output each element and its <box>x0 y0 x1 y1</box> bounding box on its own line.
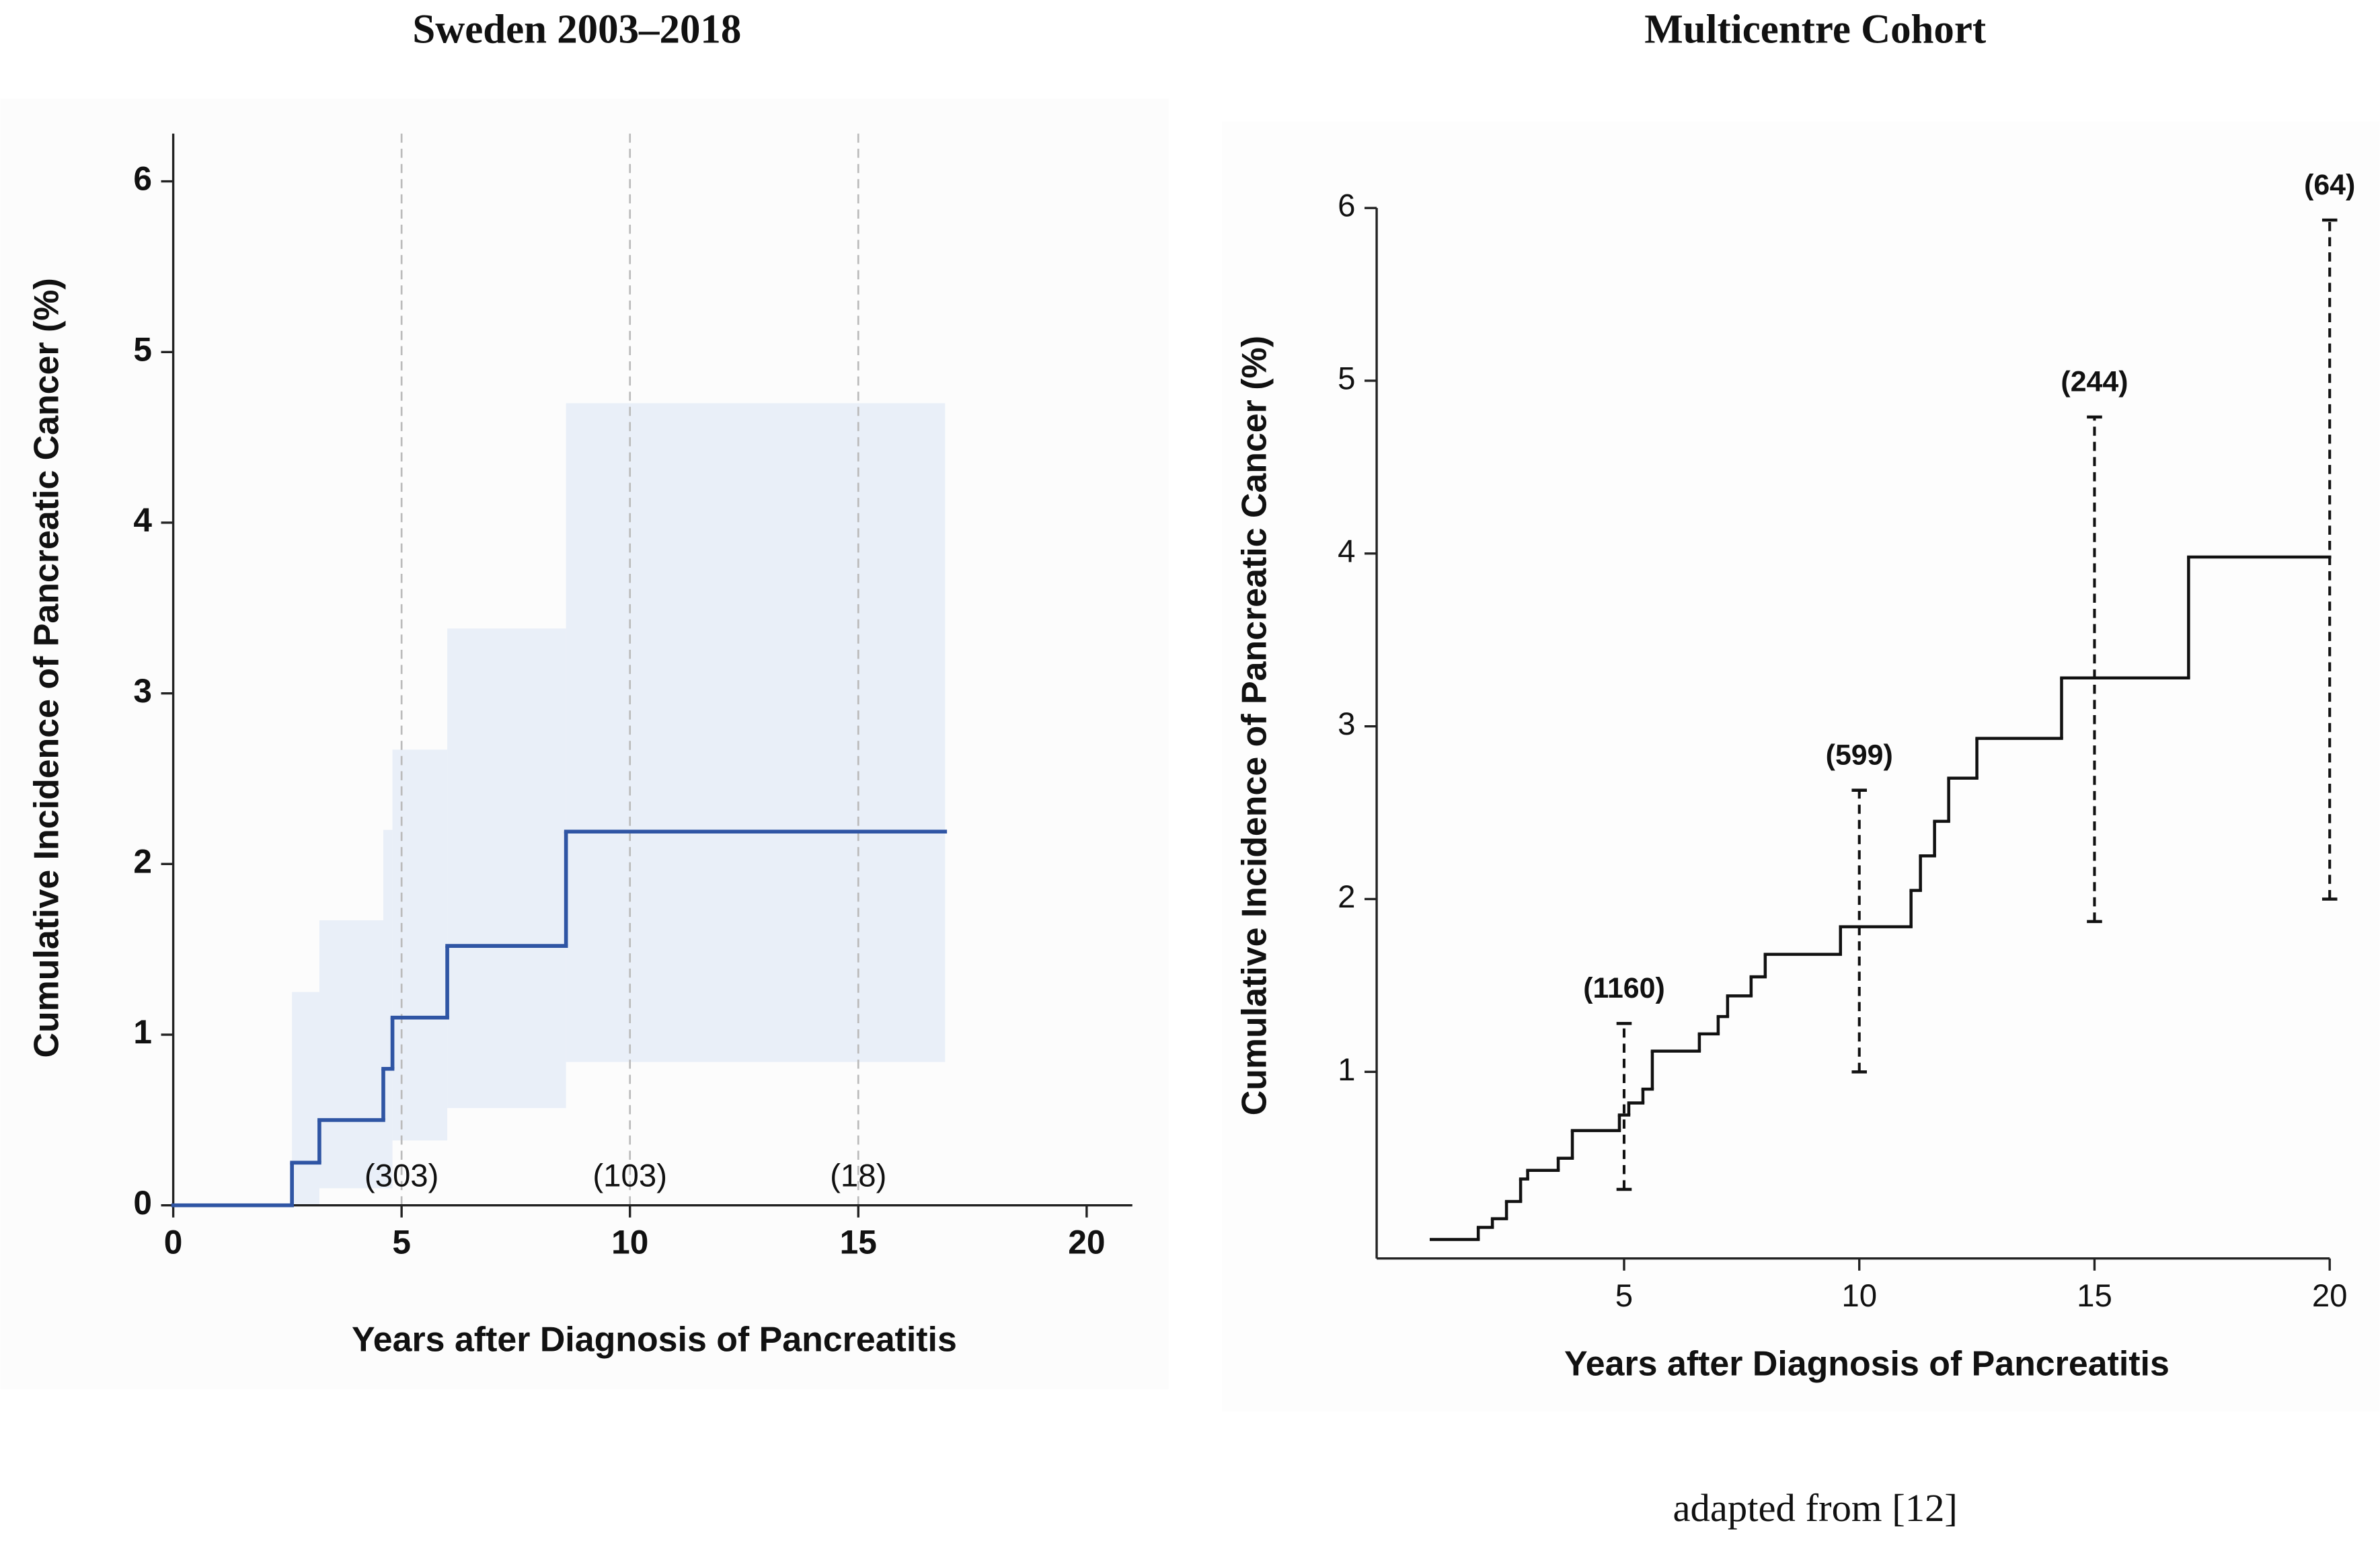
ci-band <box>566 403 946 1062</box>
ci-band <box>292 992 319 1206</box>
y-tick-label: 5 <box>1338 361 1355 397</box>
x-tick-label: 10 <box>611 1224 648 1261</box>
y-tick-label: 1 <box>1338 1052 1355 1088</box>
count-label: (64) <box>2304 169 2355 201</box>
x-tick-label: 5 <box>392 1224 411 1261</box>
y-tick-label: 0 <box>133 1184 152 1222</box>
ci-band <box>319 920 383 1189</box>
y-tick-label: 3 <box>133 672 152 710</box>
x-tick-label: 15 <box>840 1224 877 1261</box>
count-label: (599) <box>1826 739 1893 771</box>
count-label: (18) <box>830 1158 886 1194</box>
y-tick-label: 6 <box>1338 188 1355 224</box>
x-axis-label: Years after Diagnosis of Pancreatitis <box>1564 1344 2170 1383</box>
count-label: (303) <box>364 1158 439 1194</box>
y-tick-label: 2 <box>133 842 152 880</box>
y-axis-label: Cumulative Incidence of Pancreatic Cance… <box>26 278 65 1058</box>
count-label: (1160) <box>1583 972 1665 1004</box>
ci-band <box>392 749 448 1141</box>
x-tick-label: 20 <box>1068 1224 1105 1261</box>
panel-background <box>1221 121 2380 1412</box>
y-tick-label: 1 <box>133 1013 152 1051</box>
y-tick-label: 6 <box>133 160 152 198</box>
ci-band <box>447 628 566 1109</box>
chart-title: Multicentre Cohort <box>1644 7 1987 52</box>
chart-title: Sweden 2003–2018 <box>412 7 741 52</box>
x-tick-label: 5 <box>1615 1278 1633 1314</box>
y-tick-label: 2 <box>1338 879 1355 915</box>
x-tick-label: 15 <box>2077 1278 2112 1314</box>
y-tick-label: 5 <box>133 330 152 368</box>
x-tick-label: 10 <box>1841 1278 1877 1314</box>
count-label: (103) <box>592 1158 667 1194</box>
y-axis-label: Cumulative Incidence of Pancreatic Cance… <box>1234 336 1273 1115</box>
y-tick-label: 4 <box>133 501 152 539</box>
x-tick-label: 20 <box>2312 1278 2348 1314</box>
x-axis-label: Years after Diagnosis of Pancreatitis <box>352 1320 957 1359</box>
caption: adapted from [12] <box>1673 1486 1957 1530</box>
y-tick-label: 3 <box>1338 706 1355 742</box>
count-label: (244) <box>2061 366 2128 398</box>
ci-band <box>383 829 393 1189</box>
x-tick-label: 0 <box>164 1224 183 1261</box>
y-tick-label: 4 <box>1338 533 1355 569</box>
